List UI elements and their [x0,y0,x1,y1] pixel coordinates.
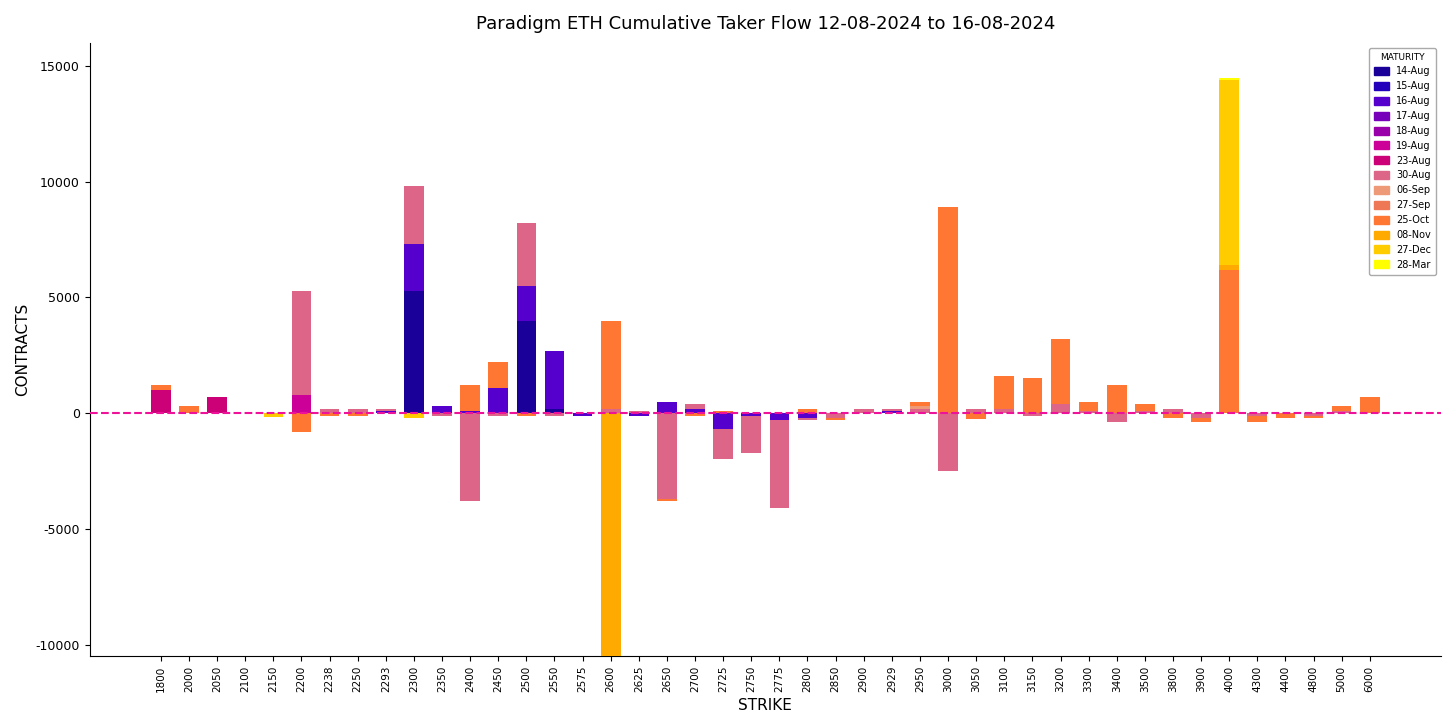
Bar [151,385,170,390]
Bar [488,363,508,388]
Bar [545,351,565,408]
Bar [405,245,424,290]
Bar [713,414,732,430]
Bar [1303,416,1324,418]
Bar [1163,408,1182,414]
Bar [460,411,480,414]
Bar [882,408,901,411]
Bar [460,414,480,501]
Bar [657,402,677,414]
Bar [910,406,930,408]
Bar [601,414,620,668]
Bar [376,408,396,411]
Bar [686,414,705,416]
Bar [432,414,451,416]
Bar [1219,265,1239,269]
Bar [713,430,732,459]
Bar [1248,414,1267,416]
Bar [1136,411,1155,414]
Bar [1248,416,1267,422]
Bar [741,416,761,453]
Bar [601,408,620,414]
Bar [798,418,817,420]
Bar [517,286,536,320]
Bar [629,411,649,414]
Bar [1136,404,1155,411]
Bar [517,320,536,414]
Bar [1332,411,1351,414]
Bar [1360,397,1380,414]
Bar [1219,269,1239,414]
Bar [910,408,930,414]
Bar [151,390,170,414]
Bar [967,408,986,414]
Bar [1022,379,1042,414]
Bar [1191,414,1211,418]
Bar [882,411,901,414]
Bar [517,223,536,286]
Bar [348,414,367,416]
Bar [1332,406,1351,411]
Legend: 14-Aug, 15-Aug, 16-Aug, 17-Aug, 18-Aug, 19-Aug, 23-Aug, 30-Aug, 06-Sep, 27-Sep, : 14-Aug, 15-Aug, 16-Aug, 17-Aug, 18-Aug, … [1369,48,1436,274]
Bar [994,408,1015,414]
Bar [629,414,649,416]
Bar [938,414,958,471]
Bar [1051,404,1070,414]
Bar [320,408,339,414]
Bar [488,414,508,416]
Bar [545,408,565,414]
Bar [405,290,424,414]
Bar [826,414,846,418]
Bar [1163,414,1182,418]
Bar [1191,418,1211,422]
Bar [1219,78,1239,80]
Bar [601,320,620,408]
Bar [770,420,789,508]
Bar [405,414,424,418]
Bar [320,414,339,416]
Bar [853,408,874,414]
Bar [686,404,705,408]
Bar [1303,414,1324,416]
Bar [460,385,480,411]
Bar [798,414,817,418]
Bar [657,414,677,499]
Bar [798,408,817,414]
Bar [1079,402,1098,411]
Bar [1219,80,1239,265]
Bar [291,414,312,432]
Bar [938,207,958,414]
Bar [1107,385,1127,414]
Bar [1107,414,1127,422]
Bar [826,418,846,420]
Bar [207,397,227,414]
Bar [348,408,367,414]
X-axis label: STRIKE: STRIKE [738,698,792,713]
Bar [994,376,1015,408]
Y-axis label: CONTRACTS: CONTRACTS [15,303,31,396]
Bar [264,414,284,416]
Bar [1051,339,1070,404]
Bar [1079,411,1098,414]
Bar [405,186,424,245]
Bar [572,414,593,416]
Bar [1022,414,1042,416]
Bar [291,290,312,395]
Bar [432,406,451,414]
Bar [910,402,930,406]
Bar [741,414,761,416]
Title: Paradigm ETH Cumulative Taker Flow 12-08-2024 to 16-08-2024: Paradigm ETH Cumulative Taker Flow 12-08… [476,15,1056,33]
Bar [713,411,732,414]
Bar [1275,414,1296,418]
Bar [488,388,508,414]
Bar [770,414,789,420]
Bar [657,499,677,501]
Bar [967,414,986,419]
Bar [376,411,396,414]
Bar [545,414,565,416]
Bar [517,414,536,416]
Bar [291,395,312,414]
Bar [179,406,199,414]
Bar [686,408,705,414]
